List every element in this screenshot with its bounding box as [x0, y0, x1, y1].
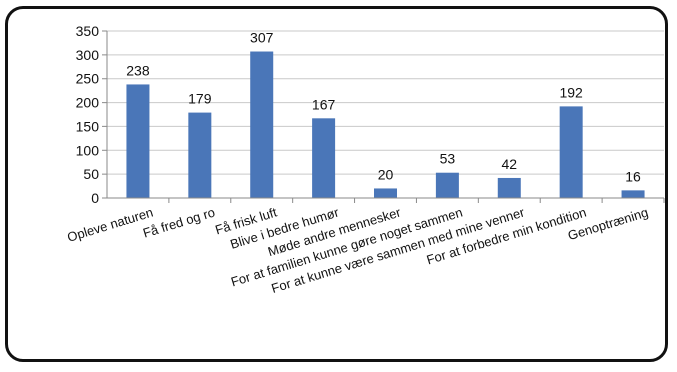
data-label: 307: [250, 30, 274, 46]
data-label: 167: [312, 96, 336, 112]
y-tick-label: 50: [83, 166, 99, 182]
y-tick-label: 0: [91, 190, 99, 206]
x-tick-label: Få fred og ro: [141, 205, 217, 241]
data-label: 53: [440, 151, 456, 167]
y-tick-label: 250: [76, 71, 100, 87]
bar: [126, 84, 150, 198]
bar: [435, 172, 459, 198]
data-label: 179: [188, 91, 212, 107]
data-label: 42: [501, 156, 517, 172]
y-tick-label: 350: [76, 23, 100, 39]
y-tick-label: 100: [76, 142, 100, 158]
data-label: 238: [126, 62, 150, 78]
chart-frame: 0 50 100 150 200 250 300 350 238 Opleve naturen 17…: [5, 6, 668, 362]
bar: [559, 106, 583, 198]
bar: [188, 112, 212, 198]
bar: [250, 51, 274, 198]
data-label: 20: [378, 166, 394, 182]
y-tick-label: 200: [76, 95, 100, 111]
data-label: 16: [625, 168, 641, 184]
bar: [497, 177, 521, 198]
bar: [621, 190, 645, 198]
y-tick-label: 150: [76, 118, 100, 134]
bar-chart: 0 50 100 150 200 250 300 350 238 Opleve naturen 17…: [65, 23, 665, 296]
axes: [102, 30, 665, 203]
bars: [126, 51, 645, 198]
bar: [374, 188, 397, 198]
y-tick-label: 300: [76, 47, 100, 63]
x-tick-label: Opleve naturen: [65, 205, 154, 245]
bar: [312, 118, 336, 198]
data-label: 192: [559, 84, 583, 100]
